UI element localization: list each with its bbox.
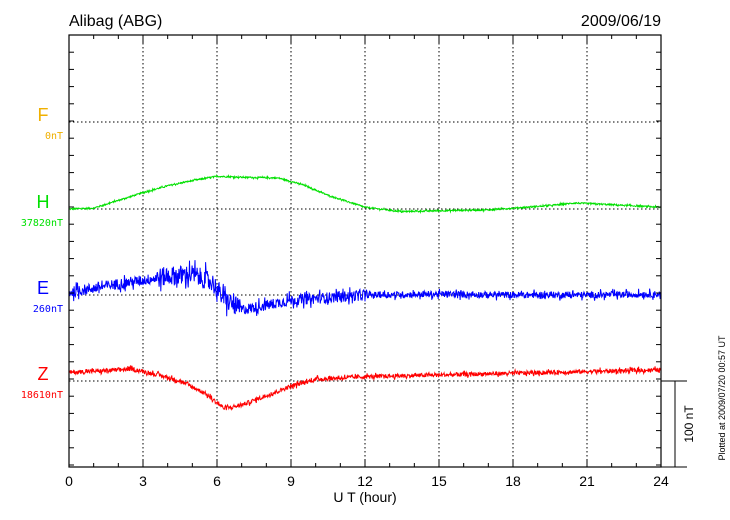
grid <box>69 35 661 467</box>
x-tick-label: 24 <box>653 473 669 489</box>
trace-h <box>69 173 662 215</box>
series-name-e: E <box>37 278 49 298</box>
scale-bar: 100 nT <box>661 380 696 468</box>
trace-e <box>68 260 662 317</box>
x-tick-label: 6 <box>213 473 221 489</box>
series-baseline-f: 0nT <box>45 131 63 142</box>
series-labels: F 0nT H 37820nT E 260nT Z 18610nT <box>21 105 63 401</box>
x-tick-label: 0 <box>65 473 73 489</box>
x-tick-label: 3 <box>139 473 147 489</box>
x-axis-label: U T (hour) <box>333 489 396 505</box>
series-baseline-h: 37820nT <box>21 218 63 229</box>
x-tick-labels: 0 3 6 9 12 15 18 21 24 <box>65 473 669 489</box>
plotted-at-footer: Plotted at 2009/07/20 00:57 UT <box>717 335 727 461</box>
chart-title: Alibag (ABG) <box>69 13 162 30</box>
x-tick-label: 18 <box>505 473 521 489</box>
series-baseline-z: 18610nT <box>21 390 63 401</box>
trace-z <box>68 365 662 411</box>
scale-label: 100 nT <box>682 405 696 443</box>
x-tick-label: 15 <box>431 473 447 489</box>
x-tick-label: 9 <box>287 473 295 489</box>
traces <box>68 173 662 411</box>
x-tick-label: 12 <box>357 473 373 489</box>
chart-date: 2009/06/19 <box>581 13 661 30</box>
series-name-h: H <box>37 192 50 212</box>
series-name-f: F <box>38 105 49 125</box>
series-name-z: Z <box>38 364 49 384</box>
x-tick-label: 21 <box>579 473 595 489</box>
series-baseline-e: 260nT <box>33 304 63 315</box>
ticks <box>68 34 662 467</box>
